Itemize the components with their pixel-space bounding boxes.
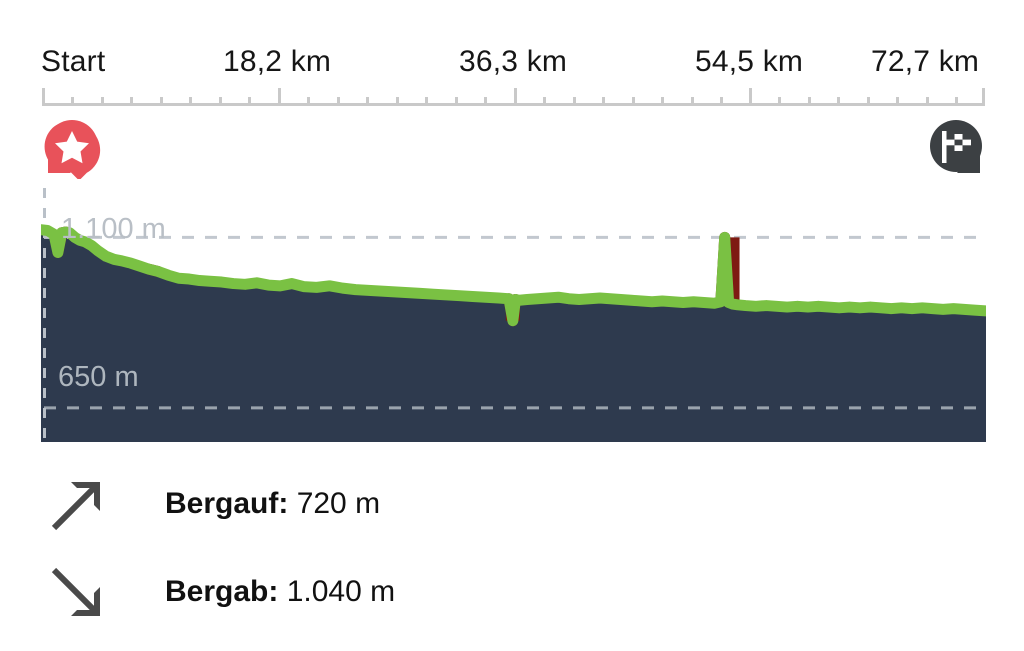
axis-label-3: 54,5 km: [695, 45, 804, 78]
star-pin-icon: [44, 120, 101, 179]
arrow-down-right-icon: [51, 567, 100, 616]
axis-tick-minor: [337, 97, 340, 106]
axis-tick-minor: [307, 97, 310, 106]
axis-tick-minor: [484, 97, 487, 106]
stat-row-descent: Bergab: 1.040 m: [41, 558, 741, 646]
axis-tick-minor: [602, 97, 605, 106]
elevation-profile-line: [41, 224, 986, 327]
axis-tick-major: [514, 88, 517, 106]
axis-tick-minor: [632, 97, 635, 106]
axis-tick-minor: [837, 97, 840, 106]
axis-label-0: Start: [41, 45, 106, 78]
elevation-chart-svg: [41, 188, 986, 442]
axis-tick-major: [982, 88, 985, 106]
axis-label-2: 36,3 km: [459, 45, 568, 78]
checkered-flag-pin-icon: [930, 120, 982, 173]
axis-label-1: 18,2 km: [223, 45, 332, 78]
axis-tick-minor: [573, 97, 576, 106]
axis-tick-major: [749, 88, 752, 106]
axis-tick-minor: [926, 97, 929, 106]
axis-tick-minor: [808, 97, 811, 106]
arrow-up-right-icon: [51, 482, 100, 531]
axis-tick-minor: [248, 97, 251, 106]
stat-label-descent: Bergab: 1.040 m: [165, 568, 395, 616]
stat-key-ascent: Bergauf:: [165, 487, 289, 520]
start-pin[interactable]: [41, 117, 103, 179]
elevation-area-fill: [41, 229, 986, 442]
axis-tick-minor: [896, 97, 899, 106]
axis-label-4: 72,7 km: [871, 45, 980, 78]
axis-tick-major: [278, 88, 281, 106]
distance-axis-labels: Start 18,2 km 36,3 km 54,5 km 72,7 km: [0, 44, 1024, 88]
axis-tick-minor: [661, 97, 664, 106]
stat-key-descent: Bergab:: [165, 575, 279, 608]
axis-tick-minor: [189, 97, 192, 106]
elevation-chart: [41, 186, 986, 442]
axis-tick-minor: [396, 97, 399, 106]
stat-row-ascent: Bergauf: 720 m: [41, 470, 741, 558]
axis-tick-minor: [867, 97, 870, 106]
finish-pin[interactable]: [925, 117, 987, 179]
axis-tick-minor: [130, 97, 133, 106]
axis-tick-minor: [160, 97, 163, 106]
axis-tick-major: [42, 88, 45, 106]
elevation-stats: Bergauf: 720 m Bergab: 1.040 m: [41, 470, 741, 646]
stat-label-ascent: Bergauf: 720 m: [165, 480, 380, 528]
axis-tick-minor: [71, 97, 74, 106]
axis-tick-minor: [543, 97, 546, 106]
axis-tick-minor: [455, 97, 458, 106]
axis-tick-minor: [955, 97, 958, 106]
stat-value-ascent: 720 m: [296, 487, 381, 520]
stat-value-descent: 1.040 m: [286, 575, 396, 608]
axis-tick-minor: [720, 97, 723, 106]
axis-tick-minor: [778, 97, 781, 106]
axis-tick-minor: [219, 97, 222, 106]
axis-tick-minor: [366, 97, 369, 106]
axis-tick-minor: [101, 97, 104, 106]
axis-tick-minor: [425, 97, 428, 106]
distance-axis-ruler: [42, 88, 985, 106]
axis-baseline: [42, 103, 985, 106]
axis-tick-minor: [691, 97, 694, 106]
